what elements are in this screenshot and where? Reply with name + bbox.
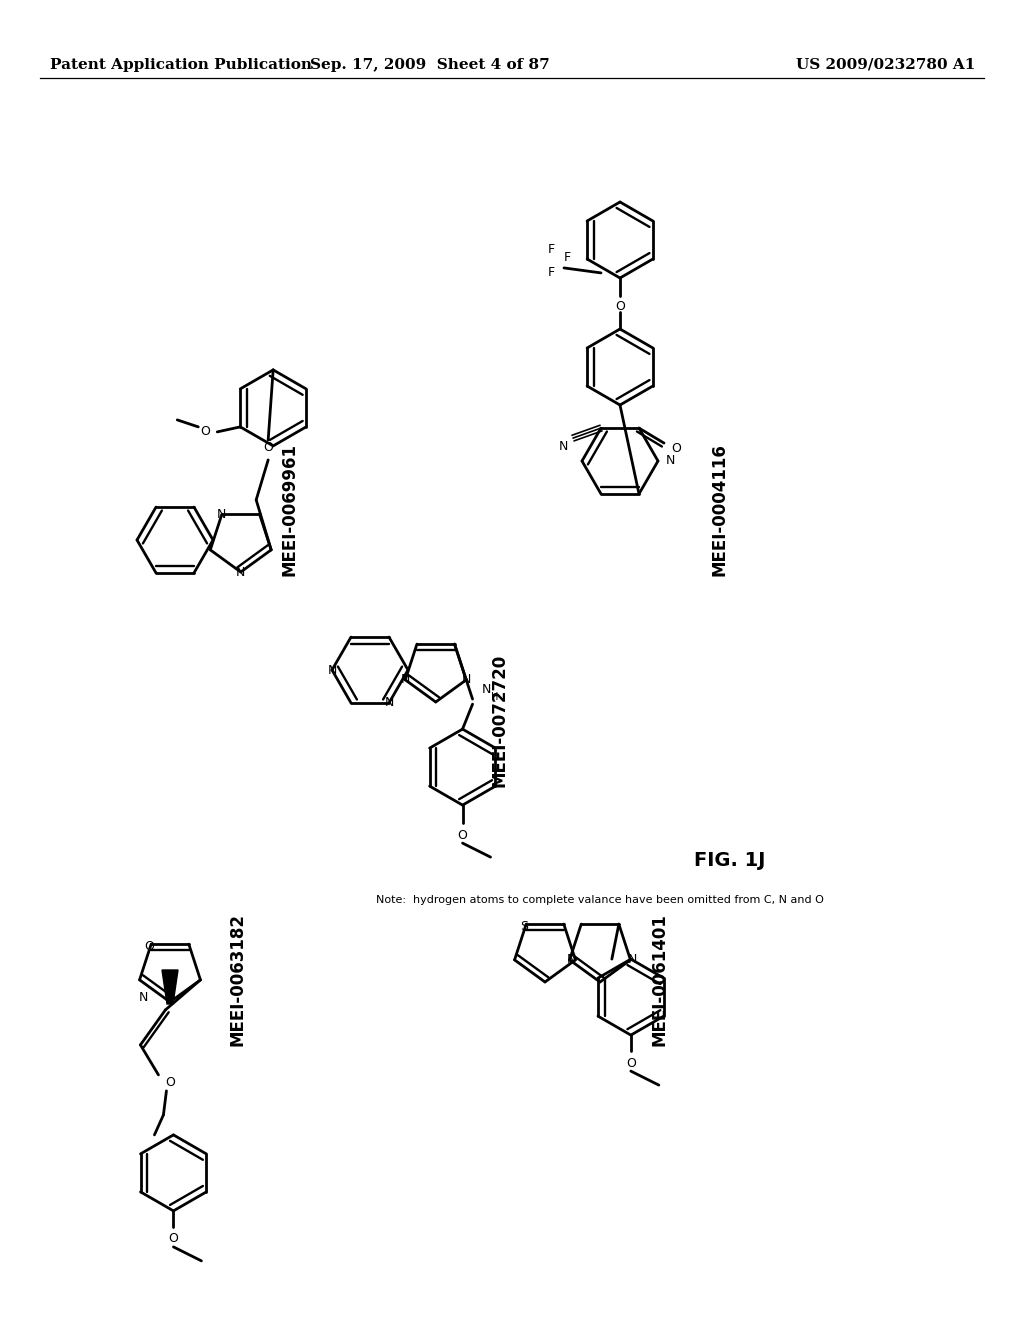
Text: O: O <box>166 1076 175 1089</box>
Text: MEEI-0061401: MEEI-0061401 <box>651 913 669 1047</box>
Text: N: N <box>328 664 337 676</box>
Text: FIG. 1J: FIG. 1J <box>694 850 766 870</box>
Text: N: N <box>482 682 492 696</box>
Text: N: N <box>628 953 637 966</box>
Text: MEEI-0063182: MEEI-0063182 <box>228 913 246 1047</box>
Text: O: O <box>263 441 273 454</box>
Text: O: O <box>144 940 155 953</box>
Text: MEEI-0004116: MEEI-0004116 <box>711 444 729 577</box>
Text: N: N <box>567 953 577 966</box>
Text: O: O <box>201 425 210 438</box>
Text: O: O <box>626 1056 636 1069</box>
Text: Patent Application Publication: Patent Application Publication <box>50 58 312 73</box>
Text: O: O <box>615 300 625 313</box>
Text: MEEI-0072720: MEEI-0072720 <box>490 653 509 787</box>
Text: Sep. 17, 2009  Sheet 4 of 87: Sep. 17, 2009 Sheet 4 of 87 <box>310 58 550 73</box>
Text: N: N <box>400 673 410 686</box>
Text: F: F <box>548 243 555 256</box>
Text: US 2009/0232780 A1: US 2009/0232780 A1 <box>796 58 975 73</box>
Text: N: N <box>138 991 148 1005</box>
Text: F: F <box>548 267 555 280</box>
Text: MEEI-0069961: MEEI-0069961 <box>281 444 299 577</box>
Text: N: N <box>237 565 246 578</box>
Text: N: N <box>558 440 567 453</box>
Polygon shape <box>162 970 178 1005</box>
Text: O: O <box>169 1233 178 1245</box>
Text: N: N <box>462 673 471 686</box>
Text: F: F <box>563 251 570 264</box>
Text: N: N <box>384 697 393 709</box>
Text: S: S <box>520 920 528 933</box>
Text: H: H <box>490 692 499 702</box>
Text: O: O <box>671 442 681 454</box>
Text: N: N <box>666 454 675 467</box>
Text: N: N <box>217 508 226 520</box>
Text: Note:  hydrogen atoms to complete valance have been omitted from C, N and O: Note: hydrogen atoms to complete valance… <box>376 895 824 906</box>
Text: O: O <box>458 829 468 842</box>
